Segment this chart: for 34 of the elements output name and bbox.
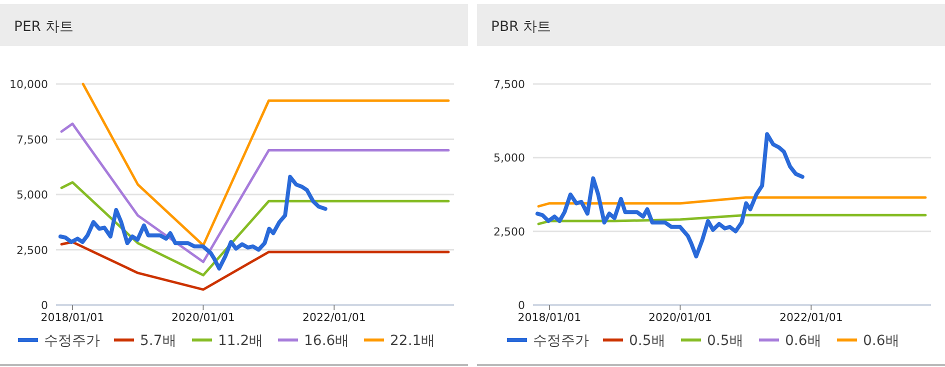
legend-label: 수정주가 <box>533 333 589 349</box>
y-tick-label: 10,000 <box>10 78 48 91</box>
x-tick-label: 2020/01/01 <box>172 311 235 324</box>
legend-label: 0.6배 <box>863 333 900 349</box>
y-tick-label: 7,500 <box>16 133 48 146</box>
legend-label: 0.5배 <box>629 333 666 349</box>
x-tick-label: 2018/01/01 <box>518 311 582 324</box>
y-tick-label: 2,500 <box>494 225 525 238</box>
legend-label: 22.1배 <box>390 333 436 349</box>
line-series <box>537 214 927 226</box>
legend-label: 5.7배 <box>140 333 176 349</box>
legend-label: 11.2배 <box>218 333 264 349</box>
y-tick-label: 5,000 <box>16 188 48 202</box>
legend-label: 16.6배 <box>304 333 350 349</box>
y-tick-label: 5,000 <box>494 152 525 165</box>
x-tick-label: 2018/01/01 <box>40 311 104 324</box>
legend-label: 0.6배 <box>785 333 822 349</box>
line-series <box>60 122 450 264</box>
y-tick-label: 0 <box>518 299 525 312</box>
x-tick-label: 2020/01/01 <box>648 311 712 324</box>
legend-label: 수정주가 <box>44 333 100 349</box>
line-series <box>82 82 450 247</box>
chart-title: PBR 차트 <box>491 19 552 35</box>
line-series <box>535 132 804 258</box>
y-tick-label: 7,500 <box>494 78 525 91</box>
line-series <box>60 240 450 291</box>
x-tick-label: 2022/01/01 <box>779 311 843 324</box>
chart-title: PER 차트 <box>14 19 74 35</box>
line-series <box>58 174 328 271</box>
y-tick-label: 2,500 <box>16 244 48 257</box>
y-tick-label: 0 <box>41 299 48 312</box>
line-series <box>60 181 450 276</box>
legend-label: 0.5배 <box>707 333 744 349</box>
x-tick-label: 2022/01/01 <box>302 311 366 324</box>
